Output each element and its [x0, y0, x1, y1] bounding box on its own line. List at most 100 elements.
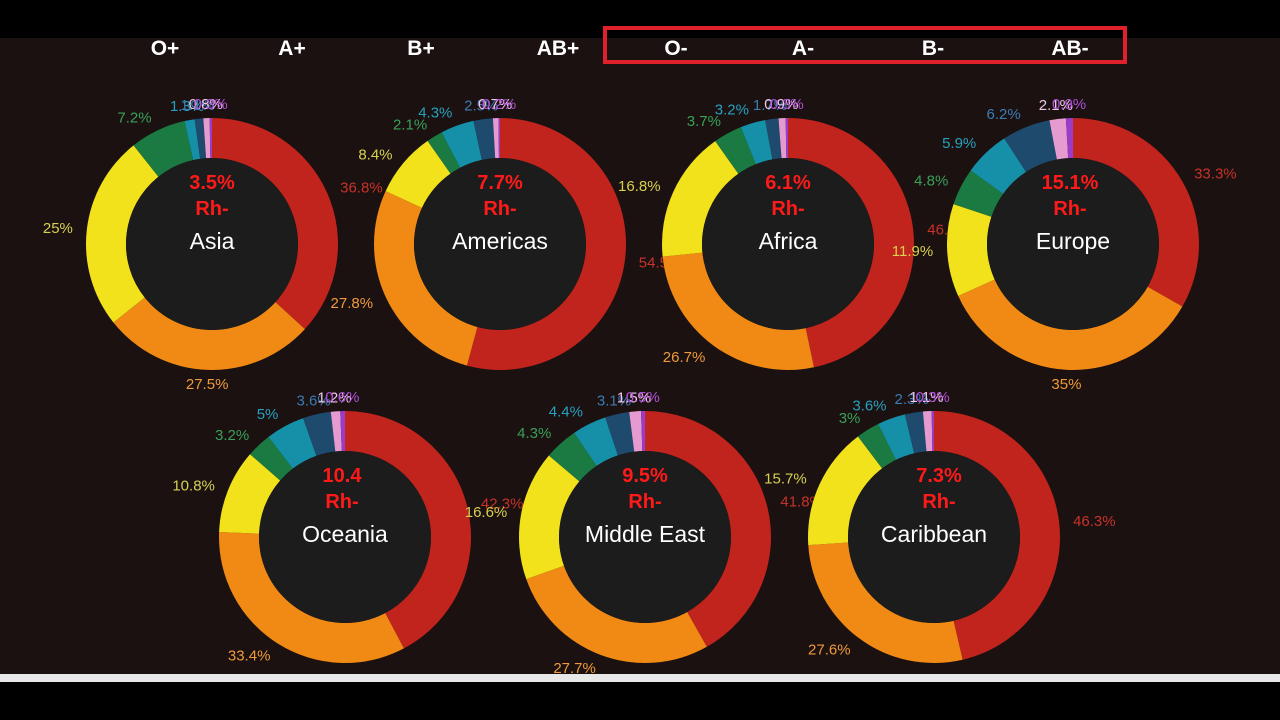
donut-slice-asia-ab-negpos [133, 121, 194, 177]
slice-label-americas-a-negpos: 27.8% [331, 295, 374, 312]
blood-type-header-ab-neg: AB- [1051, 37, 1088, 60]
slice-label-americas-a-neg: 2.5% [464, 97, 498, 114]
rh-negative-value-asia: 3.5% [189, 172, 235, 194]
donut-slice-middle-east-ab-neg [641, 411, 645, 452]
donut-slice-caribbean-o-negpos [934, 411, 1060, 660]
slice-label-oceania-a-negpos: 33.4% [228, 647, 271, 664]
rh-negative-value-americas: 7.7% [477, 172, 523, 194]
donut-slice-caribbean-ab-neg [931, 411, 934, 452]
donut-slice-caribbean-ab-negpos [857, 424, 896, 469]
donut-slice-americas-o-neg [441, 120, 482, 168]
slice-label-middle-east-b-neg: 1.5% [617, 389, 651, 406]
slice-label-middle-east-ab-neg: 0.5% [626, 389, 660, 406]
blood-type-header: O+ A+ B+ AB+ O- A- B- AB- [151, 37, 1089, 60]
slice-label-americas-ab-negpos: 2.1% [393, 116, 427, 133]
slice-label-oceania-o-negpos: 42.3% [481, 495, 524, 512]
donut-center-asia [126, 158, 298, 330]
slice-label-caribbean-o-neg: 3.6% [852, 397, 886, 414]
donut-slice-asia-b-neg [203, 118, 211, 159]
donut-slice-americas-ab-negpos [427, 132, 461, 174]
donut-slice-europe-a-negpos [958, 279, 1183, 371]
slice-label-americas-ab-neg: 0.2% [482, 96, 516, 113]
donut-slice-oceania-ab-negpos [250, 436, 293, 481]
donut-slice-americas-b-neg [492, 118, 499, 159]
donut-slice-africa-a-neg [765, 118, 782, 160]
slice-label-caribbean-a-neg: 2.3% [895, 391, 929, 408]
slice-label-oceania-ab-negpos: 3.2% [215, 427, 249, 444]
rh-negative-label-europe: Rh- [1053, 198, 1086, 220]
region-name-americas: Americas [452, 228, 548, 254]
donut-slice-caribbean-b-neg [922, 411, 933, 452]
donut-slice-europe-o-negpos [1073, 118, 1199, 307]
rh-negative-value-africa: 6.1% [765, 172, 811, 194]
donut-slice-europe-ab-negpos [953, 170, 1004, 217]
donut-slice-middle-east-ab-negpos [548, 432, 597, 482]
region-name-middle-east: Middle East [585, 521, 706, 547]
donut-slice-africa-a-negpos [662, 252, 814, 371]
slice-label-europe-o-neg: 5.9% [942, 135, 976, 152]
slice-label-caribbean-b-neg: 1.1% [909, 389, 943, 406]
donut-slice-europe-b-negpos [947, 204, 995, 296]
donut-slice-asia-o-neg [184, 119, 201, 161]
region-name-europe: Europe [1036, 228, 1110, 254]
donut-slice-oceania-o-neg [268, 418, 317, 469]
slice-label-americas-b-neg: 0.7% [478, 96, 512, 113]
donut-slice-americas-b-negpos [385, 140, 451, 208]
donut-slice-asia-a-neg [194, 118, 207, 159]
slice-label-caribbean-ab-negpos: 3% [839, 410, 861, 427]
donut-slice-africa-o-neg [740, 120, 773, 165]
rh-negative-label-oceania: Rh- [325, 491, 358, 513]
slice-label-europe-o-negpos: 33.3% [1194, 166, 1237, 183]
rh-negative-value-europe: 15.1% [1042, 172, 1099, 194]
slice-label-asia-a-neg: 1.1% [180, 97, 214, 114]
donut-slice-middle-east-o-neg [574, 417, 618, 466]
slice-label-europe-a-negpos: 35% [1051, 376, 1081, 393]
slice-label-americas-b-negpos: 8.4% [358, 146, 392, 163]
donut-slice-asia-a-negpos [113, 297, 305, 371]
donut-slice-oceania-ab-neg [340, 411, 345, 452]
donut-chart-oceania: 42.3% 33.4% 10.8% 3.2% 5% 3.6%1.2%0.6% 10.4 Rh-… [172, 389, 523, 664]
slice-label-africa-ab-negpos: 3.7% [687, 113, 721, 130]
rh-negative-value-middle-east: 9.5% [622, 465, 668, 487]
slice-label-asia-o-neg: 1.3% [170, 98, 204, 115]
donut-center-middle-east [559, 451, 731, 623]
donut-slice-asia-o-negpos [212, 118, 339, 330]
slice-label-middle-east-a-negpos: 27.7% [553, 660, 596, 677]
blood-type-header-a-negpos: A+ [278, 37, 305, 60]
donut-slice-asia-b-negpos [86, 145, 159, 323]
slice-label-oceania-b-negpos: 10.8% [172, 477, 215, 494]
donut-slice-europe-a-neg [1004, 120, 1057, 172]
donut-slice-oceania-a-neg [303, 411, 336, 456]
donut-center-africa [702, 158, 874, 330]
slice-label-middle-east-b-negpos: 16.6% [465, 504, 508, 521]
donut-slice-africa-o-negpos [788, 118, 915, 368]
donut-slice-americas-a-neg [473, 118, 496, 160]
donut-chart-caribbean: 46.3% 27.6% 15.7% 3%3.6% 2.3%1.1%0.3% 7.3% Rh-… [764, 389, 1116, 663]
region-name-oceania: Oceania [302, 521, 388, 547]
slice-label-asia-ab-negpos: 7.2% [117, 110, 151, 127]
donut-slice-caribbean-a-neg [904, 411, 927, 454]
donut-slice-middle-east-b-negpos [519, 455, 580, 580]
donut-center-europe [987, 158, 1159, 330]
slice-label-oceania-o-neg: 5% [257, 406, 279, 423]
donut-chart-asia: 36.8% 27.5% 25% 7.2% 1.3%1.1%0.8%0.3% 3.5% Rh-… [43, 96, 383, 393]
slice-label-africa-a-neg: 1.7% [753, 97, 787, 114]
donut-slice-caribbean-a-negpos [808, 542, 963, 663]
donut-slice-africa-b-negpos [662, 141, 739, 257]
donut-slice-africa-ab-negpos [715, 127, 756, 174]
donut-slice-caribbean-o-neg [878, 414, 915, 460]
donut-slice-middle-east-a-neg [605, 411, 635, 456]
donut-slice-americas-ab-neg [498, 118, 500, 159]
donut-center-oceania [259, 451, 431, 623]
rh-negative-value-caribbean: 7.3% [916, 465, 962, 487]
bottom-strip [0, 674, 1280, 682]
slice-label-oceania-b-neg: 1.2% [317, 389, 351, 406]
blood-type-header-ab-negpos: AB+ [537, 37, 580, 60]
donut-group: 36.8%27.5%25%7.2%1.3%1.1%0.8%0.3%3.5%Rh-… [43, 96, 1237, 677]
slice-label-asia-b-neg: 0.8% [189, 96, 223, 113]
slice-label-europe-b-negpos: 11.9% [892, 243, 933, 260]
blood-type-header-b-negpos: B+ [407, 37, 434, 60]
slice-label-africa-ab-neg: 0.3% [770, 96, 804, 113]
